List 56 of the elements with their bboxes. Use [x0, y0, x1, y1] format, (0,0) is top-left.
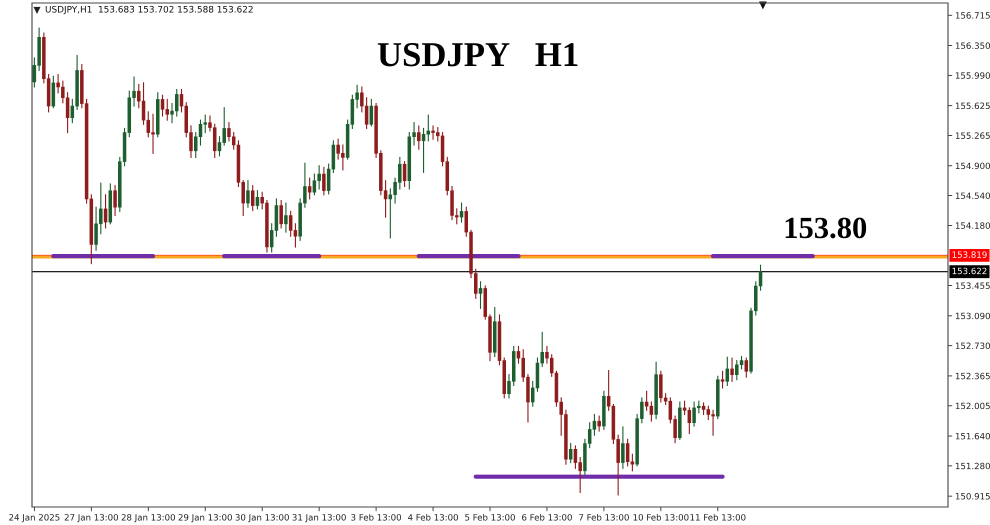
candlestick: [417, 125, 421, 150]
ref-line-label: 153.622: [952, 268, 986, 274]
candlestick: [322, 166, 326, 196]
candlestick: [113, 185, 117, 216]
candlestick: [730, 358, 734, 382]
candlestick: [246, 180, 250, 208]
x-tick-label: 31 Jan 13:00: [292, 514, 346, 522]
y-tick-label: 156.350: [956, 42, 990, 49]
y-tick-label: 154.180: [956, 222, 990, 229]
candlestick: [726, 356, 730, 386]
candlestick: [478, 281, 482, 309]
candlestick: [720, 370, 724, 388]
annotation: 153.80: [786, 218, 866, 238]
y-tick-label: 155.990: [956, 72, 990, 79]
y-tick-label: 155.265: [956, 132, 990, 139]
candlestick: [568, 442, 572, 464]
candlestick: [370, 98, 374, 127]
y-tick-label: 150.915: [956, 493, 990, 500]
annotation: USDJPY,H1 153.683 153.702 153.588 153.622: [46, 6, 253, 14]
candlestick: [279, 200, 283, 228]
y-tick-label: 151.280: [956, 462, 990, 470]
x-tick-label: 27 Jan 13:00: [64, 514, 118, 522]
y-tick-label: 153.090: [956, 312, 990, 320]
y-tick-label: 153.455: [956, 282, 990, 289]
x-tick-label: 28 Jan 13:00: [122, 514, 175, 522]
x-tick-label: 3 Feb 13:00: [351, 514, 402, 521]
text: USDJPY H1: [378, 43, 578, 66]
x-tick-label: 7 Feb 13:00: [579, 514, 629, 521]
ref-line-label: 153.819: [952, 251, 987, 258]
y-tick-label: 152.005: [956, 402, 990, 410]
y-tick-label: 154.540: [956, 192, 990, 199]
candlestick: [104, 194, 108, 228]
candlestick: [402, 161, 406, 188]
x-tick-label: 24 Jan 2025: [9, 514, 60, 522]
x-tick-label: 6 Feb 13:00: [522, 514, 572, 521]
y-tick-label: 154.900: [956, 162, 990, 170]
candlestick: [460, 202, 464, 223]
candlestick: [308, 178, 312, 200]
x-tick-label: 5 Feb 13:00: [465, 514, 515, 521]
x-tick-label: 11 Feb 13:00: [690, 514, 746, 521]
y-tick-label: 152.365: [956, 372, 990, 380]
candlestick: [621, 426, 625, 469]
candlestick: [597, 416, 601, 432]
y-tick-label: 152.730: [956, 342, 990, 350]
y-tick-label: 155.625: [956, 102, 990, 110]
x-tick-label: 4 Feb 13:00: [408, 514, 458, 521]
x-tick-label: 10 Feb 13:00: [634, 514, 689, 521]
candlestick: [744, 358, 748, 378]
candlestick: [284, 202, 288, 233]
candlestick: [52, 76, 56, 108]
candlestick: [256, 190, 260, 210]
y-tick-label: 151.640: [956, 432, 990, 440]
x-tick-label: 30 Jan 13:00: [236, 514, 289, 522]
y-tick-label: 156.715: [956, 12, 990, 19]
candlestick: [250, 185, 254, 212]
x-tick-label: 29 Jan 13:00: [178, 514, 232, 522]
